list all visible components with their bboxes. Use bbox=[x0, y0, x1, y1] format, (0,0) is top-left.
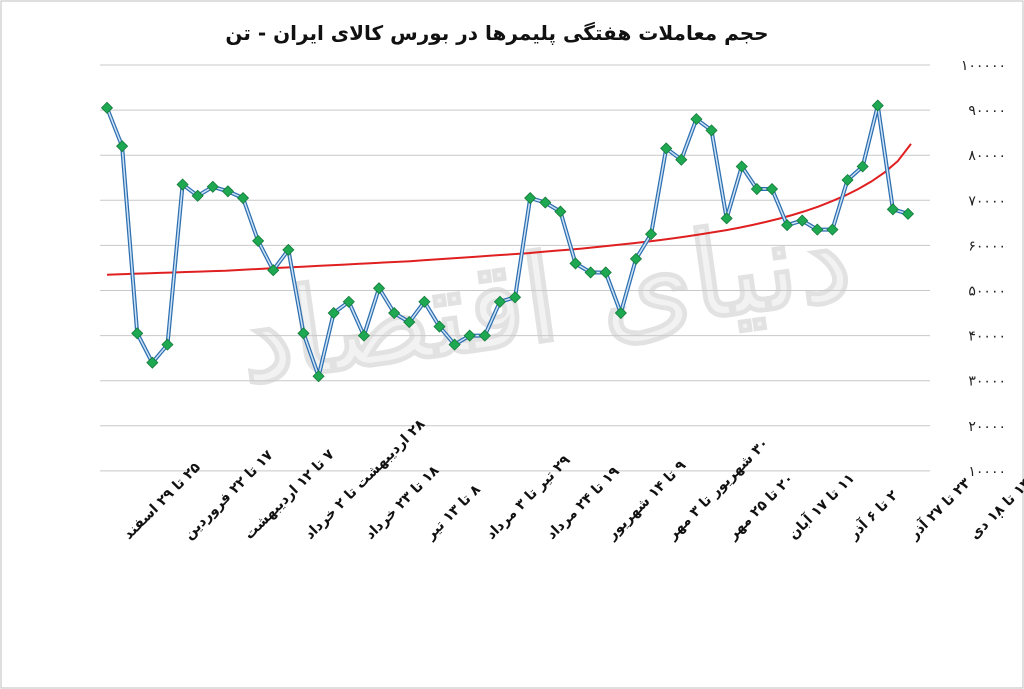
data-point bbox=[524, 191, 537, 205]
data-point bbox=[614, 306, 627, 320]
data-point bbox=[131, 327, 144, 340]
data-point bbox=[826, 223, 839, 236]
data-point bbox=[297, 327, 310, 340]
data-point bbox=[539, 196, 552, 209]
y-tick-label: ۰ bbox=[998, 509, 1006, 525]
chart-title: حجم معاملات هفتگی پلیمرها در بورس کالای … bbox=[225, 21, 768, 46]
data-point bbox=[418, 295, 431, 308]
data-point bbox=[735, 160, 748, 173]
data-point bbox=[463, 329, 476, 342]
y-tick-label: ۸۰۰۰۰ bbox=[968, 148, 1006, 164]
data-point bbox=[856, 160, 869, 173]
y-tick-label: ۳۰۰۰۰ bbox=[968, 374, 1006, 390]
data-point bbox=[327, 306, 340, 320]
data-point bbox=[871, 99, 884, 112]
data-point bbox=[100, 101, 114, 114]
y-tick-label: ۴۰۰۰۰ bbox=[968, 329, 1006, 345]
data-point bbox=[675, 153, 688, 166]
data-point bbox=[388, 306, 401, 320]
data-point bbox=[554, 205, 567, 218]
data-point bbox=[660, 142, 673, 155]
data-point bbox=[886, 203, 899, 216]
data-point bbox=[206, 180, 219, 193]
data-point bbox=[599, 266, 612, 279]
data-point bbox=[901, 207, 915, 220]
data-point bbox=[705, 124, 718, 137]
data-point bbox=[841, 173, 854, 187]
data-point bbox=[433, 320, 446, 333]
data-point bbox=[176, 178, 189, 191]
data-point bbox=[781, 219, 794, 232]
volume-series bbox=[100, 99, 915, 383]
data-point bbox=[146, 356, 159, 369]
data-point bbox=[221, 185, 234, 198]
data-point bbox=[448, 338, 461, 351]
data-point bbox=[478, 329, 491, 342]
data-point bbox=[357, 329, 370, 342]
data-point bbox=[720, 212, 733, 225]
trendline-series bbox=[106, 143, 912, 276]
y-tick-label: ۱۰۰۰۰۰ bbox=[961, 58, 1006, 74]
data-point bbox=[765, 182, 779, 196]
data-point bbox=[629, 252, 643, 265]
trendline bbox=[106, 143, 912, 276]
data-point bbox=[372, 282, 386, 295]
data-point bbox=[161, 338, 174, 351]
y-tick-label: ۵۰۰۰۰ bbox=[968, 284, 1006, 300]
data-point bbox=[282, 243, 295, 256]
data-point bbox=[796, 214, 809, 227]
data-point bbox=[508, 291, 522, 304]
y-tick-label: ۷۰۰۰۰ bbox=[968, 193, 1006, 209]
data-point bbox=[191, 189, 204, 202]
data-point bbox=[252, 234, 265, 247]
data-point bbox=[645, 228, 658, 241]
data-point bbox=[342, 295, 355, 308]
data-point bbox=[750, 182, 763, 196]
data-point bbox=[236, 191, 250, 205]
gridlines bbox=[100, 64, 930, 472]
y-tick-label: ۶۰۰۰۰ bbox=[968, 238, 1006, 254]
data-point bbox=[267, 264, 280, 277]
data-point bbox=[116, 140, 129, 153]
data-point bbox=[493, 295, 507, 308]
y-tick-label: ۲۰۰۰۰ bbox=[968, 419, 1006, 435]
data-point bbox=[690, 113, 703, 126]
y-axis-ticks: ۰ ۱۰۰۰۰ ۲۰۰۰۰ ۳۰۰۰۰ ۴۰۰۰۰ ۵۰۰۰۰ ۶۰۰۰۰ ۷۰۰۰۰ ۸۰۰۰… bbox=[961, 58, 1006, 525]
y-tick-label: ۹۰۰۰۰ bbox=[968, 103, 1006, 119]
y-tick-label: ۱۰۰۰۰ bbox=[968, 464, 1006, 480]
data-point bbox=[312, 370, 325, 383]
data-point bbox=[569, 257, 582, 270]
data-point bbox=[403, 316, 416, 329]
data-point bbox=[584, 266, 597, 279]
data-point bbox=[811, 223, 824, 236]
